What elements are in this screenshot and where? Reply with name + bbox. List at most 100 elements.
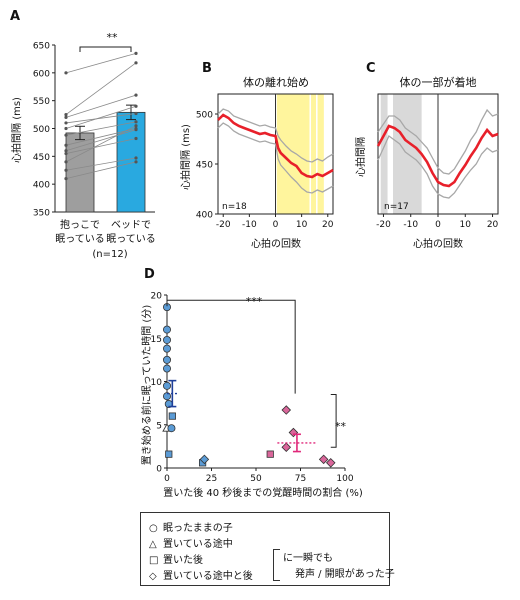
lower-band-line <box>377 135 499 199</box>
legend-diamond-icon: ◇ <box>149 571 157 582</box>
panel-letter-a: A <box>10 9 20 24</box>
paired-point <box>134 93 138 97</box>
legend-brace <box>273 549 280 581</box>
lower-band-line <box>217 122 334 194</box>
panel-a-plot: 350 400 450 500 550 600 650 <box>33 42 155 219</box>
legend-row-square: □ 置いた後 <box>149 551 203 566</box>
paired-point <box>134 126 138 131</box>
highlight-band <box>311 94 317 214</box>
circle-marker <box>162 344 171 353</box>
y-tick-label: 10 <box>151 378 163 388</box>
paired-point <box>134 104 138 108</box>
paired-point <box>64 168 68 172</box>
y-tick-label: 550 <box>33 97 50 107</box>
panel-d-ylabel: 置き始める前に眠っていた時間 (分) <box>140 305 153 466</box>
paired-point <box>134 111 138 116</box>
panel-c-n-label: n=17 <box>384 202 409 212</box>
paired-line <box>65 138 137 154</box>
paired-line <box>65 113 137 124</box>
paired-line <box>65 121 137 136</box>
panel-letter-b: B <box>202 61 212 76</box>
x-tick-label: 0 <box>273 220 279 230</box>
legend-row-diamond: ◇ 置いている途中と後 <box>149 567 253 582</box>
panel-b-plot: -20 -10 0 10 20 400 450 500 <box>196 93 334 230</box>
x-tick-label: -20 <box>216 220 231 230</box>
significance-bracket-x <box>166 299 296 394</box>
y-tick-label: 450 <box>196 161 213 171</box>
legend-square-icon: □ <box>149 555 159 566</box>
panel-d-xlabel: 置いた後 40 秒後までの覚醒時間の割合 (%) <box>163 486 363 499</box>
circle-marker <box>162 392 171 401</box>
x-tick-label: 10 <box>296 220 308 230</box>
x-tick-label: 20 <box>487 220 499 230</box>
circle-marker <box>162 364 171 373</box>
diamond-marker <box>281 442 292 453</box>
paired-point <box>134 160 138 164</box>
x-tick-label: -10 <box>242 220 257 230</box>
paired-point <box>134 51 138 55</box>
highlight-band <box>317 94 324 214</box>
legend-diamond-label: 置いている途中と後 <box>163 571 253 582</box>
diamond-marker <box>325 458 336 468</box>
diamond-marker <box>199 454 210 465</box>
x-tick-label: 50 <box>250 474 262 484</box>
mean-line <box>217 113 334 179</box>
panel-b-n-label: n=18 <box>222 202 247 212</box>
paired-line <box>65 125 137 163</box>
panel-b-ylabel: 心拍間隔 (ms) <box>179 124 192 190</box>
paired-point <box>64 160 68 164</box>
panel-c-ylabel: 心拍間隔 <box>354 137 367 177</box>
paired-line <box>65 128 137 146</box>
paired-point <box>64 126 68 131</box>
x-tick-label: -20 <box>376 220 391 230</box>
panel-a-cat1-line2: 眠っている <box>55 233 105 245</box>
y-tick-label: 5 <box>156 421 162 431</box>
square-marker <box>266 450 274 458</box>
panel-a-n-label: (n=12) <box>92 249 127 260</box>
diamond-marker <box>281 405 292 415</box>
paired-point <box>134 136 138 141</box>
paired-point <box>64 149 68 153</box>
y-tick-label: 400 <box>196 211 213 221</box>
paired-point <box>64 177 68 181</box>
panel-d-plot: 0 5 10 15 20 0 25 50 75 100 <box>151 292 354 485</box>
legend-triangle-icon: △ <box>149 539 157 550</box>
upper-band-line <box>217 108 334 163</box>
bar <box>65 132 95 213</box>
y-tick-label: 650 <box>33 42 50 52</box>
paired-line <box>65 161 137 179</box>
paired-point <box>64 112 68 117</box>
panel-c-plot: -20 -10 0 10 20 <box>376 93 499 230</box>
legend-row-circle: ○ 眠ったままの子 <box>149 519 233 534</box>
paired-line <box>65 52 137 74</box>
legend-triangle-label: 置いている途中 <box>163 539 233 550</box>
mean-line <box>376 124 499 188</box>
x-tick-label: 10 <box>460 220 472 230</box>
panel-b-title: 体の離れ始め <box>243 75 309 89</box>
paired-point <box>64 121 68 125</box>
legend-circle-icon: ○ <box>149 523 158 534</box>
paired-point <box>64 115 68 119</box>
legend-circle-label: 眠ったままの子 <box>163 523 233 534</box>
upper-band-line <box>377 108 499 175</box>
panel-a-cat1-line1: 抱っこで <box>60 218 100 231</box>
panel-d-legend: ○ 眠ったままの子 △ 置いている途中 □ 置いた後 ◇ 置いている途中と後 に一瞬でも… <box>140 512 395 586</box>
y-tick-label: 20 <box>151 292 163 302</box>
circle-marker <box>162 381 171 390</box>
y-tick-label: 600 <box>33 69 50 79</box>
paired-line <box>65 62 137 115</box>
panel-a-ylabel: 心拍間隔 (ms) <box>10 97 23 163</box>
legend-square-label: 置いた後 <box>163 555 203 566</box>
paired-line <box>65 157 137 171</box>
panel-d-significance-x: *** <box>246 295 263 308</box>
paired-point <box>134 156 138 160</box>
paired-point <box>134 120 138 124</box>
square-marker <box>165 450 173 458</box>
circle-marker <box>162 335 171 344</box>
x-tick-label: -10 <box>403 220 418 230</box>
y-tick-label: 500 <box>33 125 50 135</box>
paired-point <box>64 133 68 137</box>
y-tick-label: 350 <box>33 209 50 219</box>
paired-point <box>64 143 68 147</box>
